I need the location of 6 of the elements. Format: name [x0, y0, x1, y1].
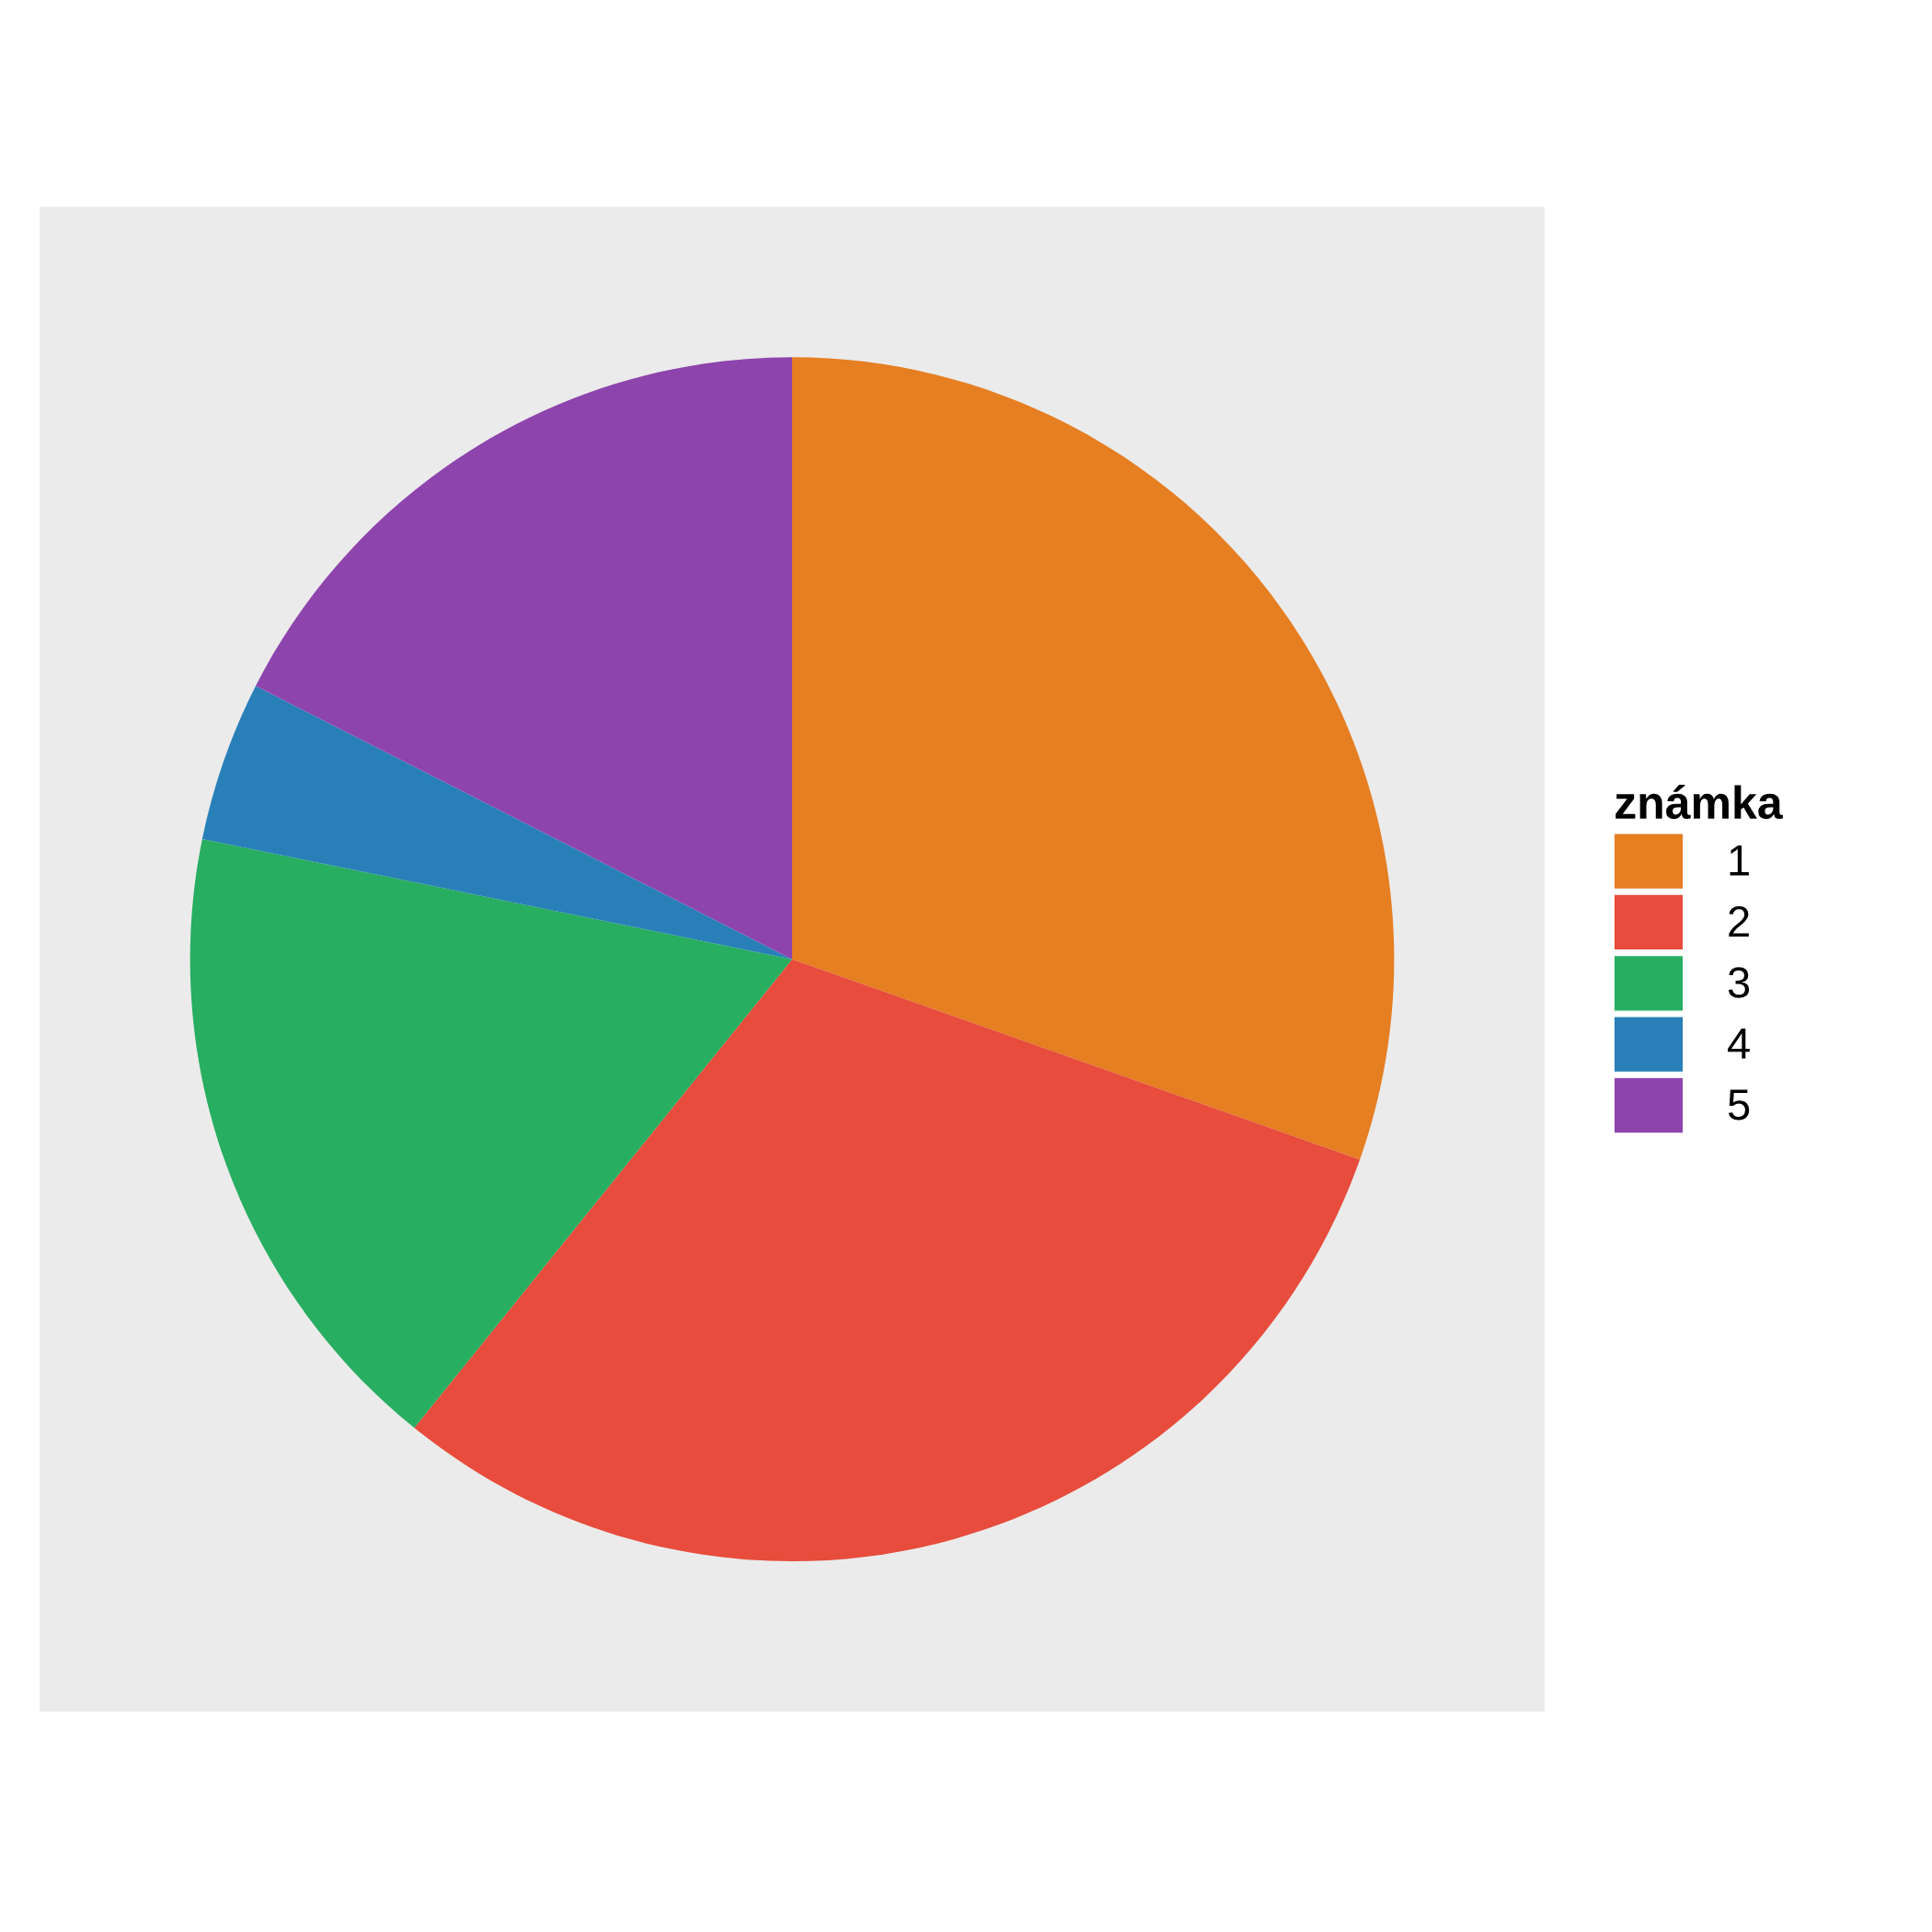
legend-label: 3 [1728, 967, 1750, 998]
legend-label: 1 [1730, 845, 1749, 876]
legend-title: známka [1616, 785, 1783, 820]
legend-label: 2 [1729, 905, 1749, 937]
legend-label: 4 [1728, 1029, 1750, 1059]
legend-label: 5 [1728, 1089, 1750, 1121]
